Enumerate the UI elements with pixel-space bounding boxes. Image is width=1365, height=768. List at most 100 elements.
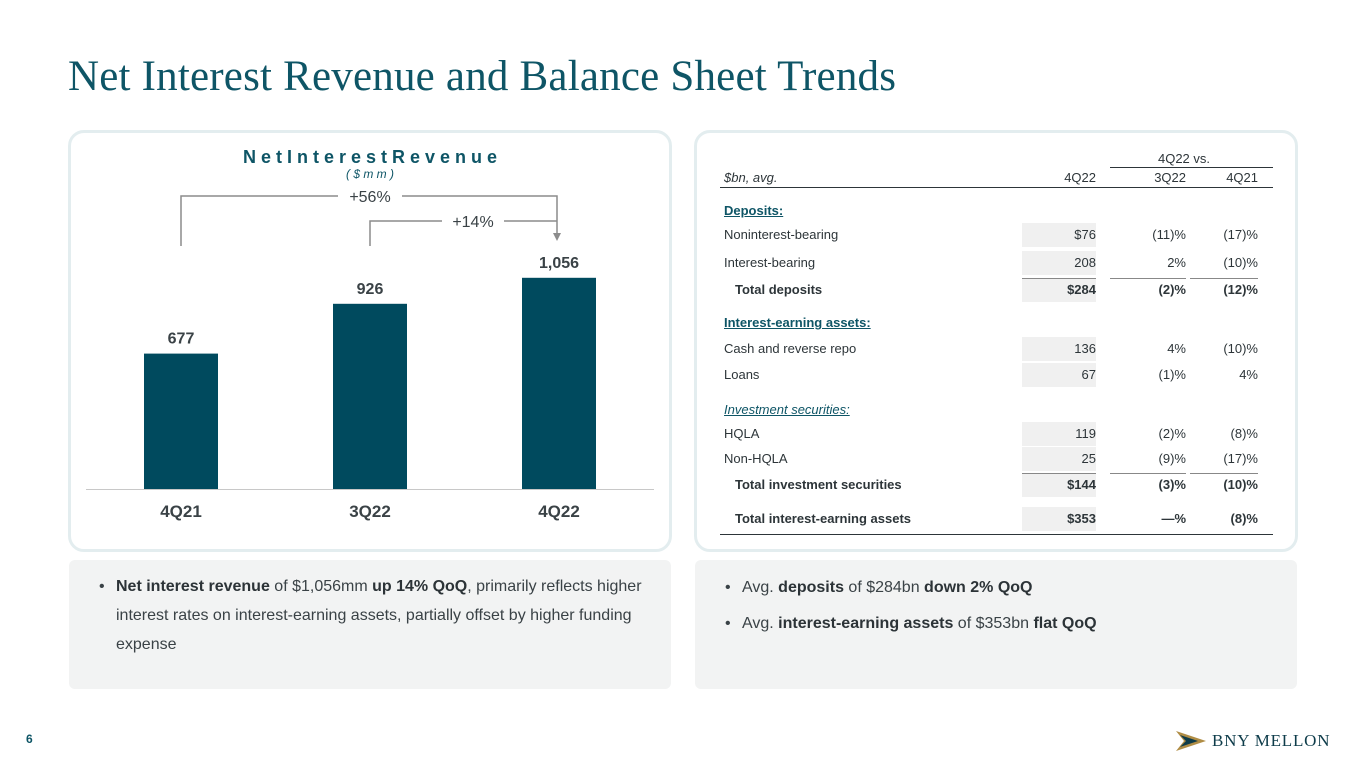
- highlight-cell: [1022, 251, 1096, 275]
- subtotal-rule: [1022, 278, 1096, 279]
- growth-label: +56%: [349, 189, 390, 206]
- value-vs-4q21: (10)%: [1223, 255, 1258, 270]
- page-title: Net Interest Revenue and Balance Sheet T…: [68, 53, 897, 100]
- value-4q22: 67: [1081, 367, 1096, 382]
- row-label: Cash and reverse repo: [724, 341, 857, 356]
- chart-subtitle: ( $ m m ): [346, 167, 394, 181]
- subtotal-rule: [1110, 473, 1186, 474]
- column-header: 4Q22: [1064, 170, 1096, 185]
- value-vs-3q22: 2%: [1167, 255, 1186, 270]
- page-number: 6: [26, 732, 33, 746]
- table-row: Cash and reverse repo 136 4% (10)%: [720, 337, 1273, 361]
- unit-label: $bn, avg.: [724, 170, 778, 185]
- highlight-cell: [1022, 363, 1096, 387]
- table-row: HQLA 119 (2)% (8)%: [720, 422, 1273, 446]
- row-label: Total interest-earning assets: [735, 511, 912, 526]
- bottom-rule: [720, 534, 1273, 535]
- value-4q22: $76: [1074, 227, 1096, 242]
- data-label: 677: [168, 331, 195, 348]
- value-4q22: $284: [1067, 282, 1096, 297]
- value-vs-4q21: (8)%: [1230, 426, 1258, 441]
- bny-mellon-logo-icon: [1176, 731, 1206, 751]
- row-label: Non-HQLA: [724, 451, 788, 466]
- value-4q22: 25: [1081, 451, 1096, 466]
- x-tick-label: 3Q22: [349, 502, 391, 521]
- table-row: Deposits:: [720, 199, 1273, 223]
- commentary-left: Net interest revenue of $1,056mm up 14% …: [69, 560, 671, 689]
- x-tick-label: 4Q22: [538, 502, 580, 521]
- value-4q22: 208: [1074, 255, 1096, 270]
- table-row: Loans 67 (1)% 4%: [720, 363, 1273, 387]
- table-row: Total investment securities $144 (3)% (10)%: [720, 473, 1273, 497]
- value-vs-3q22: (3)%: [1158, 477, 1186, 492]
- value-4q22: $144: [1067, 477, 1096, 492]
- highlight-cell: [1022, 473, 1096, 497]
- row-label: Interest-bearing: [724, 255, 816, 270]
- row-label: Loans: [724, 367, 760, 382]
- value-4q22: 136: [1074, 341, 1096, 356]
- subtotal-rule: [1110, 278, 1186, 279]
- value-4q22: $353: [1067, 511, 1096, 526]
- note-bullet: Avg. deposits of $284bn down 2% QoQ: [725, 573, 1273, 602]
- highlight-cell: [1022, 337, 1096, 361]
- table-header: $bn, avg. 4Q22 3Q22 4Q21: [720, 166, 1273, 190]
- header-rule: [1110, 167, 1273, 168]
- value-vs-4q21: 4%: [1239, 367, 1258, 382]
- subtotal-rule: [1190, 473, 1258, 474]
- row-label: Noninterest-bearing: [724, 227, 839, 242]
- value-vs-3q22: (2)%: [1158, 426, 1186, 441]
- data-label: 926: [357, 281, 384, 298]
- brand-name: BNY MELLON: [1212, 731, 1331, 750]
- highlight-cell: [1022, 223, 1096, 247]
- value-vs-4q21: (10)%: [1223, 341, 1258, 356]
- bar-4Q21: [144, 353, 218, 489]
- header-underline: [720, 187, 1273, 188]
- value-vs-4q21: (17)%: [1223, 451, 1258, 466]
- x-tick-label: 4Q21: [160, 502, 202, 521]
- balance-sheet-panel: [694, 130, 1298, 552]
- highlight-cell: [1022, 278, 1096, 302]
- value-vs-3q22: (1)%: [1158, 367, 1186, 382]
- section-label: Deposits:: [724, 203, 784, 218]
- highlight-cell: [1022, 422, 1096, 446]
- table-row: Interest-earning assets:: [720, 311, 1273, 335]
- value-vs-3q22: (11)%: [1152, 227, 1186, 242]
- value-vs-4q21: (10)%: [1223, 477, 1258, 492]
- value-vs-3q22: —%: [1161, 511, 1186, 526]
- table-row: Noninterest-bearing $76 (11)% (17)%: [720, 223, 1273, 247]
- growth-label: +14%: [452, 214, 493, 231]
- value-vs-3q22: (2)%: [1158, 282, 1186, 297]
- arrow-head-icon: [553, 233, 561, 241]
- value-vs-3q22: (9)%: [1158, 451, 1186, 466]
- value-vs-4q21: (17)%: [1223, 227, 1258, 242]
- bar-3Q22: [333, 303, 407, 489]
- group-header: 4Q22 vs.: [1157, 151, 1211, 166]
- subsection-label: Investment securities:: [724, 402, 850, 417]
- row-label: HQLA: [724, 426, 760, 441]
- row-label: Total deposits: [735, 282, 823, 297]
- chart-title: N e t I n t e r e s t R e v e n u e: [243, 147, 497, 167]
- table-row: Total deposits $284 (2)% (12)%: [720, 278, 1273, 302]
- data-label: 1,056: [539, 255, 579, 272]
- note-bullet: Avg. interest-earning assets of $353bn f…: [725, 609, 1273, 638]
- subtotal-rule: [1022, 473, 1096, 474]
- note-bullet: Net interest revenue of $1,056mm up 14% …: [99, 572, 647, 659]
- table-row: Investment securities:: [720, 398, 1273, 422]
- subtotal-rule: [1190, 278, 1258, 279]
- value-vs-3q22: 4%: [1167, 341, 1186, 356]
- bar-4Q22: [522, 277, 596, 489]
- column-header: 3Q22: [1154, 170, 1186, 185]
- value-4q22: 119: [1075, 426, 1096, 441]
- highlight-cell: [1022, 507, 1096, 531]
- table-row: Non-HQLA 25 (9)% (17)%: [720, 447, 1273, 471]
- commentary-right: Avg. deposits of $284bn down 2% QoQ Avg.…: [695, 560, 1297, 689]
- value-vs-4q21: (8)%: [1230, 511, 1258, 526]
- value-vs-4q21: (12)%: [1223, 282, 1258, 297]
- column-header: 4Q21: [1226, 170, 1258, 185]
- highlight-cell: [1022, 447, 1096, 471]
- table-row: Interest-bearing 208 2% (10)%: [720, 251, 1273, 275]
- table-row: Total interest-earning assets $353 —% (8)%: [720, 507, 1273, 531]
- label-bg: [338, 186, 402, 206]
- row-label: Total investment securities: [735, 477, 902, 492]
